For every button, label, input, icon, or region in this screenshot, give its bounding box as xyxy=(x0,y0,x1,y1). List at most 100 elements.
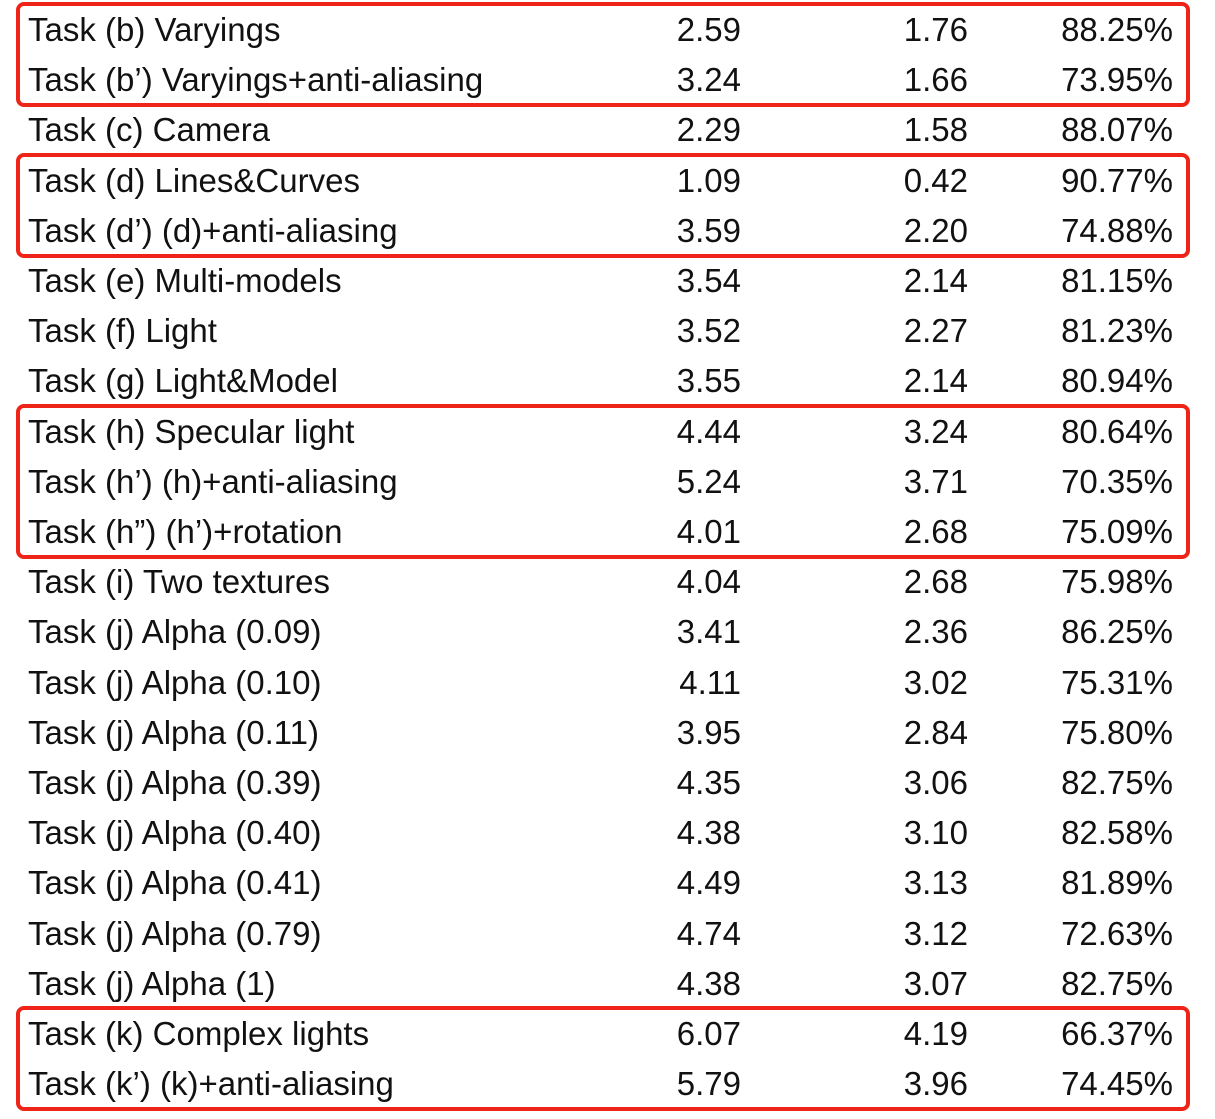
percentage-cell: 74.88% xyxy=(1061,211,1173,249)
percentage-cell: 70.35% xyxy=(1061,462,1173,500)
value-2-cell: 2.14 xyxy=(903,362,968,400)
value-1-cell: 3.59 xyxy=(676,211,741,249)
table-row: Task (j) Alpha (0.39) 4.35 3.06 82.75% xyxy=(0,758,1215,808)
value-1-cell: 1.09 xyxy=(676,161,741,199)
table-row: Task (j) Alpha (0.10) 4.11 3.02 75.31% xyxy=(0,658,1215,708)
value-2-cell: 1.58 xyxy=(903,111,968,149)
percentage-cell: 74.45% xyxy=(1061,1065,1173,1103)
table-row: Task (h) Specular light 4.44 3.24 80.64% xyxy=(0,407,1215,457)
value-1-cell: 5.24 xyxy=(676,462,741,500)
table-row: Task (c) Camera 2.29 1.58 88.07% xyxy=(0,105,1215,155)
value-2-cell: 1.76 xyxy=(903,11,968,48)
value-1-cell: 4.74 xyxy=(676,914,741,952)
table-row: Task (e) Multi-models 3.54 2.14 81.15% xyxy=(0,256,1215,306)
table-row: Task (d) Lines&Curves 1.09 0.42 90.77% xyxy=(0,156,1215,206)
task-name-cell: Task (h”) (h’)+rotation xyxy=(28,513,343,550)
highlight-box xyxy=(16,2,1190,108)
task-name-cell: Task (j) Alpha (0.10) xyxy=(28,663,322,701)
value-1-cell: 2.29 xyxy=(676,111,741,149)
percentage-cell: 75.31% xyxy=(1061,663,1173,701)
value-2-cell: 3.12 xyxy=(903,914,968,952)
table-row: Task (j) Alpha (0.79) 4.74 3.12 72.63% xyxy=(0,909,1215,959)
value-2-cell: 3.96 xyxy=(903,1065,968,1103)
highlight-box xyxy=(16,152,1190,258)
task-name-cell: Task (j) Alpha (0.11) xyxy=(28,713,320,751)
table-row: Task (b) Varyings 2.59 1.76 88.25% xyxy=(0,5,1215,55)
value-1-cell: 3.24 xyxy=(676,61,741,99)
task-name-cell: Task (f) Light xyxy=(28,312,217,350)
percentage-cell: 80.64% xyxy=(1061,412,1173,450)
table-row: Task (i) Two textures 4.04 2.68 75.98% xyxy=(0,557,1215,607)
value-2-cell: 2.27 xyxy=(903,312,968,350)
table-row: Task (j) Alpha (0.40) 4.38 3.10 82.58% xyxy=(0,808,1215,858)
table-row: Task (h’) (h)+anti-aliasing 5.24 3.71 70.35… xyxy=(0,457,1215,507)
value-1-cell: 4.11 xyxy=(679,663,741,701)
value-1-cell: 3.55 xyxy=(676,362,741,400)
value-2-cell: 0.42 xyxy=(903,161,968,199)
percentage-cell: 82.75% xyxy=(1061,964,1173,1002)
value-1-cell: 4.01 xyxy=(676,513,741,550)
task-name-cell: Task (j) Alpha (0.79) xyxy=(28,914,322,952)
value-1-cell: 4.44 xyxy=(676,412,741,450)
percentage-cell: 73.95% xyxy=(1061,61,1173,99)
task-name-cell: Task (k) Complex lights xyxy=(28,1015,370,1052)
percentage-cell: 88.25% xyxy=(1061,11,1173,48)
task-name-cell: Task (h) Specular light xyxy=(28,412,355,450)
task-name-cell: Task (e) Multi-models xyxy=(28,262,342,299)
value-2-cell: 3.24 xyxy=(903,412,968,450)
percentage-cell: 81.15% xyxy=(1061,262,1173,299)
task-name-cell: Task (b’) Varyings+anti-aliasing xyxy=(28,61,484,99)
task-name-cell: Task (d) Lines&Curves xyxy=(28,161,360,199)
value-2-cell: 2.14 xyxy=(903,262,968,299)
value-2-cell: 4.19 xyxy=(903,1015,968,1052)
percentage-cell: 90.77% xyxy=(1061,161,1173,199)
percentage-cell: 88.07% xyxy=(1061,111,1173,149)
value-2-cell: 3.02 xyxy=(903,663,968,701)
percentage-cell: 72.63% xyxy=(1061,914,1173,952)
task-name-cell: Task (d’) (d)+anti-aliasing xyxy=(28,211,398,249)
task-name-cell: Task (j) Alpha (0.41) xyxy=(28,864,322,902)
task-name-cell: Task (i) Two textures xyxy=(28,563,330,601)
table-row: Task (k’) (k)+anti-aliasing 5.79 3.96 74.45… xyxy=(0,1059,1215,1109)
value-1-cell: 2.59 xyxy=(676,11,741,48)
table-row: Task (h”) (h’)+rotation 4.01 2.68 75.09% xyxy=(0,507,1215,557)
table-row: Task (b’) Varyings+anti-aliasing 3.24 1.66… xyxy=(0,55,1215,105)
task-name-cell: Task (j) Alpha (0.40) xyxy=(28,814,322,852)
table-row: Task (j) Alpha (0.09) 3.41 2.36 86.25% xyxy=(0,607,1215,657)
table-row: Task (j) Alpha (0.11) 3.95 2.84 75.80% xyxy=(0,708,1215,758)
task-name-cell: Task (j) Alpha (0.09) xyxy=(28,613,322,651)
highlight-box xyxy=(16,403,1190,560)
value-1-cell: 4.49 xyxy=(676,864,741,902)
value-2-cell: 2.68 xyxy=(903,513,968,550)
value-1-cell: 4.38 xyxy=(676,964,741,1002)
task-name-cell: Task (h’) (h)+anti-aliasing xyxy=(28,462,398,500)
value-2-cell: 3.07 xyxy=(903,964,968,1002)
percentage-cell: 81.89% xyxy=(1061,864,1173,902)
table-row: Task (d’) (d)+anti-aliasing 3.59 2.20 74.88… xyxy=(0,206,1215,256)
percentage-cell: 86.25% xyxy=(1061,613,1173,651)
percentage-cell: 75.80% xyxy=(1061,713,1173,751)
task-name-cell: Task (j) Alpha (0.39) xyxy=(28,764,322,801)
percentage-cell: 75.09% xyxy=(1061,513,1173,550)
percentage-cell: 75.98% xyxy=(1061,563,1173,601)
task-name-cell: Task (b) Varyings xyxy=(28,11,281,48)
value-2-cell: 3.13 xyxy=(903,864,968,902)
value-2-cell: 2.20 xyxy=(903,211,968,249)
value-2-cell: 2.68 xyxy=(903,563,968,601)
table-row: Task (k) Complex lights 6.07 4.19 66.37% xyxy=(0,1009,1215,1059)
task-name-cell: Task (j) Alpha (1) xyxy=(28,964,276,1002)
table-row: Task (f) Light 3.52 2.27 81.23% xyxy=(0,306,1215,356)
value-2-cell: 3.06 xyxy=(903,764,968,801)
value-2-cell: 3.10 xyxy=(903,814,968,852)
value-2-cell: 1.66 xyxy=(903,61,968,99)
value-2-cell: 2.36 xyxy=(903,613,968,651)
task-name-cell: Task (g) Light&Model xyxy=(28,362,338,400)
percentage-cell: 82.58% xyxy=(1061,814,1173,852)
value-1-cell: 4.04 xyxy=(676,563,741,601)
value-1-cell: 4.35 xyxy=(676,764,741,801)
value-1-cell: 3.54 xyxy=(676,262,741,299)
percentage-cell: 81.23% xyxy=(1061,312,1173,350)
table-row: Task (j) Alpha (0.41) 4.49 3.13 81.89% xyxy=(0,858,1215,908)
value-1-cell: 3.41 xyxy=(676,613,741,651)
